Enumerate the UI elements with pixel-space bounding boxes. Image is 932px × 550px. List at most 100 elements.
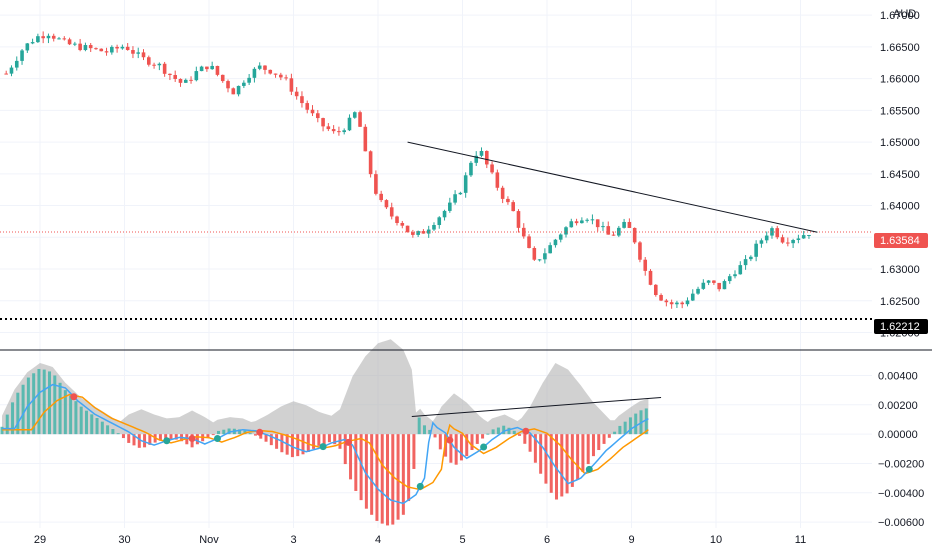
candle-body — [632, 227, 637, 243]
histogram-bar — [238, 429, 242, 435]
candle-body — [83, 45, 88, 51]
candle-body — [326, 126, 331, 130]
candle-body — [595, 219, 600, 228]
histogram-bar — [380, 434, 384, 524]
candle-body — [506, 198, 510, 203]
histogram-bar — [143, 434, 147, 448]
candle-body — [801, 235, 806, 239]
candle-body — [564, 227, 568, 235]
macd-axis: 0.00400 0.00200 0.00000 −0.00200 −0.00400 −0.… — [878, 370, 924, 529]
macd-pane[interactable] — [0, 339, 662, 526]
histogram-bar — [407, 434, 411, 502]
candle-body — [553, 239, 558, 246]
candle-body — [20, 50, 24, 61]
candle-body — [738, 265, 743, 275]
histogram-bar — [555, 434, 559, 500]
histogram-bar — [217, 430, 221, 435]
candle-body — [706, 280, 711, 283]
candle-body — [78, 43, 82, 51]
candle-body — [215, 65, 220, 75]
last-price-label: 1.63584 — [880, 235, 920, 247]
candle-body — [484, 150, 489, 165]
crossover-dot — [188, 435, 196, 443]
candle-body — [653, 284, 658, 296]
price-tick-label: 1.65500 — [880, 105, 920, 117]
histogram-bar — [370, 434, 374, 515]
histogram-bar — [248, 433, 252, 435]
candle-body — [389, 207, 394, 217]
histogram-bar — [275, 434, 279, 449]
candle-body — [157, 63, 162, 66]
histogram-bar — [111, 429, 115, 435]
candle-body — [141, 52, 146, 58]
candle-body — [685, 300, 690, 305]
histogram-bar — [496, 427, 500, 435]
time-tick-label: 10 — [710, 534, 722, 546]
histogram-bar — [264, 434, 268, 442]
candle-body — [764, 235, 769, 241]
candle-body — [62, 38, 67, 40]
candle-body — [537, 259, 542, 261]
histogram-bar — [322, 434, 326, 445]
candle-body — [669, 302, 674, 305]
histogram-bar — [106, 425, 110, 435]
time-tick-label: 29 — [34, 534, 46, 546]
histogram-bar — [396, 434, 400, 520]
candle-body — [294, 91, 299, 97]
candle-body — [611, 234, 616, 236]
candle-body — [146, 57, 151, 65]
candle-body — [4, 73, 8, 75]
candle-body — [263, 65, 267, 70]
candle-body — [226, 81, 230, 89]
candle-body — [67, 39, 72, 45]
candle-body — [231, 88, 236, 95]
candle-body — [247, 77, 251, 83]
candle-body — [696, 288, 700, 294]
candle-body — [796, 238, 801, 241]
crossover-dot — [213, 435, 221, 443]
crossover-dot — [344, 438, 352, 446]
histogram-bar — [528, 434, 532, 452]
candle-body — [104, 51, 109, 53]
candle-body — [780, 237, 785, 243]
histogram-bar — [507, 427, 511, 435]
candle-body — [337, 131, 341, 133]
histogram-bar — [74, 401, 78, 435]
candle-body — [173, 75, 177, 79]
candle-body — [315, 113, 320, 119]
candle-body — [9, 67, 14, 74]
histogram-bar — [349, 434, 353, 480]
candle-body — [400, 222, 405, 226]
histogram-bar — [549, 434, 553, 493]
candle-body — [152, 64, 156, 66]
time-tick-label: 4 — [375, 534, 381, 546]
price-pane[interactable] — [0, 31, 872, 321]
candle-body — [426, 229, 431, 234]
time-tick-label: 11 — [795, 534, 806, 546]
histogram-bar — [401, 434, 405, 515]
histogram-bar — [21, 384, 25, 435]
histogram-bar — [227, 428, 231, 435]
histogram-bar — [422, 425, 426, 435]
candle-body — [643, 259, 648, 271]
candle-body — [30, 42, 35, 44]
histogram-bar — [628, 417, 632, 435]
histogram-bar — [5, 414, 9, 435]
candle-body — [463, 175, 468, 193]
histogram-bar — [481, 434, 485, 439]
candle-body — [120, 46, 125, 49]
histogram-bar — [428, 429, 432, 435]
candle-body — [279, 74, 283, 78]
histogram-bar — [623, 421, 627, 435]
candle-body — [437, 217, 442, 226]
histogram-bar — [132, 434, 136, 446]
histogram-bar — [412, 434, 416, 469]
macd-tick-label: 0.00200 — [878, 400, 918, 412]
candle-body — [453, 194, 457, 203]
candle-body — [532, 248, 537, 260]
histogram-bar — [222, 429, 226, 435]
candle-body — [379, 193, 383, 201]
candle-body — [458, 192, 463, 195]
histogram-bar — [343, 434, 347, 465]
